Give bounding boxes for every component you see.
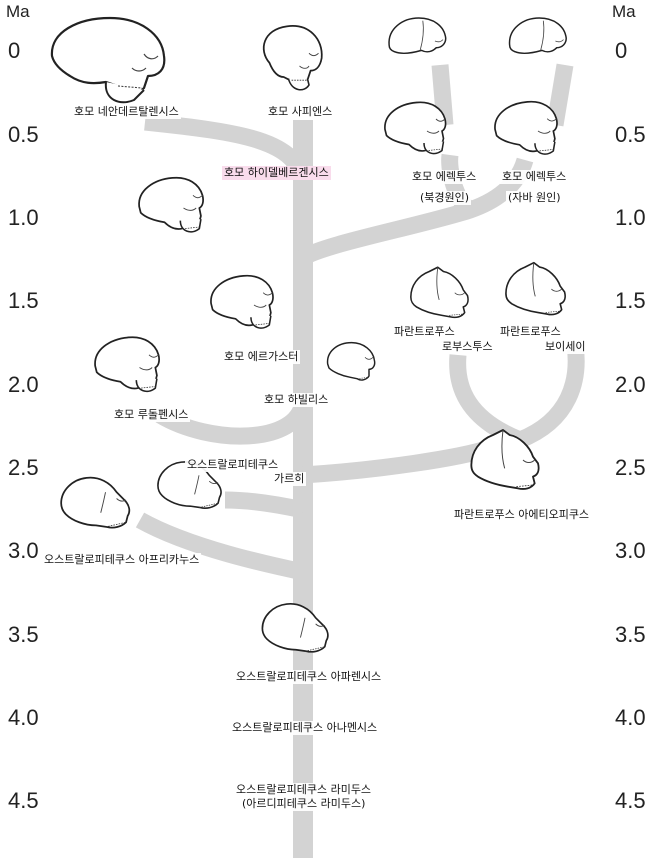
- species-label-ergaster: 호모 에르가스터: [222, 350, 301, 364]
- species-label-habilis: 호모 하빌리스: [262, 393, 331, 407]
- garhi-branch: [224, 491, 305, 519]
- round-skull-drawing: [262, 25, 323, 91]
- africanus-skull: [58, 468, 153, 548]
- tick-right: 0: [615, 38, 628, 63]
- species-sublabel-boisei: 보이세이: [543, 340, 588, 354]
- tick-left: 0: [8, 38, 21, 63]
- species-label-sapiens: 호모 사피엔스: [266, 105, 335, 119]
- species-sublabel-robustus: 로부스투스: [440, 340, 495, 354]
- erectus-java-cranium: [500, 14, 592, 76]
- garhi-skull: [155, 455, 243, 525]
- species-label-garhi: 오스트랄로피테쿠스: [185, 458, 281, 472]
- cap-skull-drawing: [388, 17, 447, 54]
- habilis-skull: [325, 333, 405, 403]
- robustus-skull: [408, 262, 493, 332]
- tick-right: 3.5: [615, 622, 646, 647]
- species-label-robustus: 파란트로푸스: [392, 325, 457, 339]
- species-sublabel-erectus-peking: (북경원인): [418, 191, 472, 205]
- species-sublabel-ramidus: (아르디피테쿠스 라미두스): [240, 797, 368, 811]
- tick-right: 1.0: [615, 205, 646, 230]
- species-label-afarensis: 오스트랄로피테쿠스 아파렌시스: [234, 670, 384, 684]
- tick-right: 3.0: [615, 538, 646, 563]
- axis-unit-right: Ma: [612, 2, 636, 21]
- erectus-peking-branch: [441, 153, 476, 218]
- tick-right: 0.5: [615, 122, 646, 147]
- crest-skull-drawing: [470, 429, 540, 490]
- species-label-anamensis: 오스트랄로피테쿠스 아나멘시스: [230, 721, 380, 735]
- tick-right: 4.0: [615, 705, 646, 730]
- species-label-ramidus: 오스트랄로피테쿠스 라미두스: [234, 783, 374, 797]
- ergaster-skull: [208, 265, 300, 345]
- boisei-skull: [503, 256, 591, 331]
- rudolfensis-skull: [92, 330, 187, 405]
- species-label-africanus: 오스트랄로피테쿠스 아프리카누스: [42, 553, 202, 567]
- tick-left: 1.5: [8, 288, 39, 313]
- long-skull-drawing: [210, 274, 274, 329]
- erectus-peking-cranium: [378, 14, 473, 76]
- tick-left: 3.0: [8, 538, 39, 563]
- tick-right: 1.5: [615, 288, 646, 313]
- species-sublabel-garhi: 가르히: [272, 472, 307, 486]
- heidelbergensis-skull: [136, 168, 231, 248]
- crest-skull-drawing: [505, 261, 566, 316]
- cap-skull-drawing: [508, 17, 567, 54]
- small-skull-drawing: [326, 341, 376, 381]
- species-label-rudolfensis: 호모 루돌펜시스: [112, 408, 191, 422]
- tick-right: 2.5: [615, 455, 646, 480]
- neanderthal-skull: [48, 12, 168, 104]
- species-label-neanderthalensis: 호모 네안데르탈렌시스: [72, 105, 181, 119]
- species-sublabel-erectus-java: (자바 원인): [506, 191, 563, 205]
- paranthropus-branch: [302, 439, 493, 484]
- big-skull-drawing: [50, 16, 166, 104]
- erectus-java-upper: [546, 63, 574, 127]
- tick-left: 3.5: [8, 622, 39, 647]
- long-skull-drawing: [94, 336, 160, 393]
- erectus-java-skull: [492, 92, 584, 170]
- tick-left: 1.0: [8, 205, 39, 230]
- ape-skull-drawing: [60, 476, 131, 529]
- tick-right: 2.0: [615, 372, 646, 397]
- tick-left: 4.5: [8, 788, 39, 813]
- tick-left: 0.5: [8, 122, 39, 147]
- species-label-boisei: 파란트로푸스: [498, 325, 563, 339]
- tick-left: 2.0: [8, 372, 39, 397]
- long-skull-drawing: [138, 176, 204, 233]
- africanus-branch: [135, 512, 305, 581]
- tick-left: 2.5: [8, 455, 39, 480]
- tick-left: 4.0: [8, 705, 39, 730]
- rudolfensis-branch: [155, 399, 312, 445]
- aethiopicus-skull: [468, 425, 568, 505]
- species-label-heidelbergensis: 호모 하이델베르겐시스: [222, 166, 331, 180]
- species-label-aethiopicus: 파란트로푸스 아에티오피쿠스: [452, 508, 592, 522]
- boisei-branch: [516, 343, 585, 448]
- sapiens-skull: [252, 12, 347, 104]
- crest-skull-drawing: [410, 266, 469, 319]
- species-label-erectus-peking: 호모 에렉투스: [410, 170, 479, 184]
- long-skull-drawing: [494, 100, 558, 155]
- axis-unit-left: Ma: [6, 2, 30, 21]
- species-label-erectus-java: 호모 에렉투스: [500, 170, 569, 184]
- long-skull-drawing: [384, 101, 447, 155]
- ape-skull-drawing: [157, 461, 222, 509]
- tick-right: 4.5: [615, 788, 646, 813]
- erectus-peking-skull: [382, 92, 472, 170]
- afarensis-skull: [255, 598, 355, 668]
- ape-skull-drawing: [261, 603, 329, 653]
